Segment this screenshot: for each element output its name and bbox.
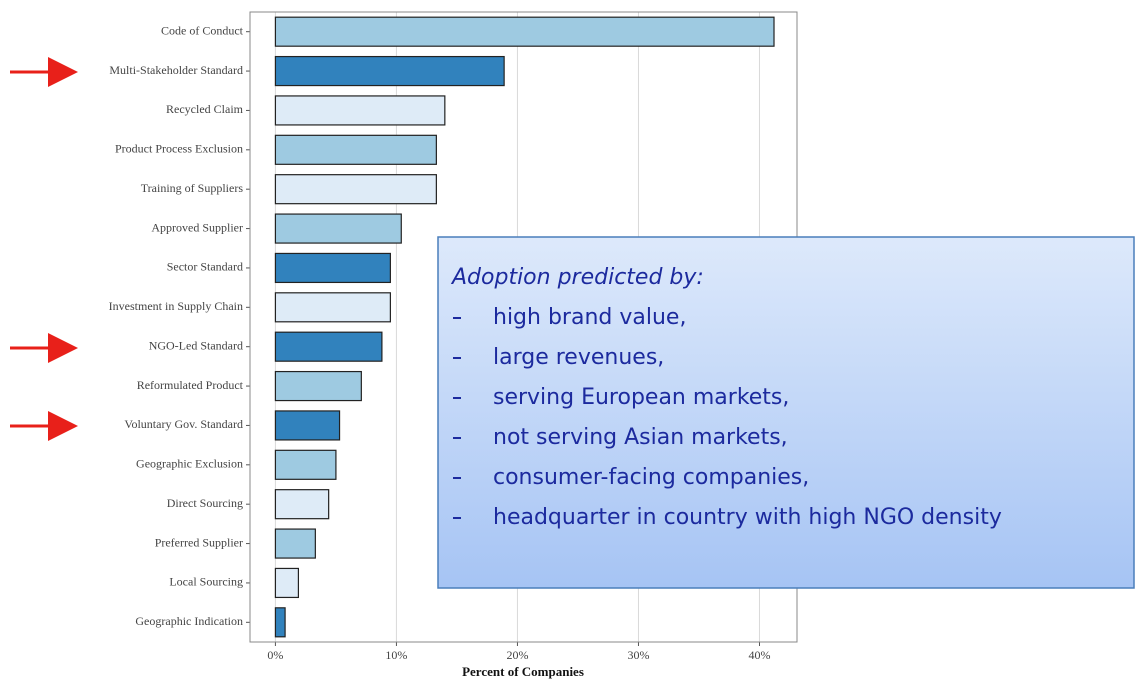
- bar: [274, 252, 391, 284]
- x-tick-label: 0%: [267, 648, 283, 662]
- bar: [274, 174, 437, 205]
- bar: [274, 370, 362, 402]
- y-tick-label: Training of Suppliers: [141, 181, 244, 195]
- y-tick-label: Multi-Stakeholder Standard: [109, 63, 243, 77]
- y-tick-label: Local Sourcing: [169, 575, 243, 589]
- annotation-item: not serving Asian markets,: [493, 425, 788, 450]
- annotation-item: headquarter in country with high NGO den…: [493, 505, 1002, 530]
- bar: [274, 134, 437, 165]
- bar: [274, 567, 300, 599]
- x-tick-label: 40%: [748, 648, 770, 662]
- y-tick-label: Product Process Exclusion: [115, 142, 243, 156]
- annotation-item: consumer-facing companies,: [493, 465, 809, 490]
- bar: [274, 331, 383, 362]
- x-axis-label: Percent of Companies: [462, 664, 584, 679]
- y-tick-label: Preferred Supplier: [155, 535, 243, 549]
- bar: [274, 16, 775, 47]
- y-tick-label: Code of Conduct: [161, 23, 244, 37]
- bar: [274, 607, 286, 638]
- y-tick-label: Geographic Exclusion: [136, 457, 243, 471]
- annotation-background: [437, 236, 1135, 589]
- y-tick-label: NGO-Led Standard: [149, 338, 243, 352]
- x-tick-label: 20%: [506, 648, 528, 662]
- bar: [274, 95, 446, 126]
- annotation-item: serving European markets,: [493, 385, 789, 410]
- bar: [274, 528, 316, 559]
- bar: [274, 410, 341, 441]
- y-tick-label: Direct Sourcing: [167, 496, 243, 510]
- y-tick-label: Geographic Indication: [135, 614, 243, 628]
- y-tick-label: Voluntary Gov. Standard: [124, 417, 243, 431]
- bar: [274, 213, 402, 244]
- x-tick-label: 10%: [385, 648, 407, 662]
- y-tick-label: Approved Supplier: [151, 220, 243, 234]
- y-tick-label: Investment in Supply Chain: [109, 299, 243, 313]
- y-tick-label: Recycled Claim: [166, 102, 244, 116]
- bar: [274, 489, 330, 520]
- annotation-item: high brand value,: [493, 305, 686, 330]
- y-tick-label: Reformulated Product: [137, 378, 244, 392]
- annotation-title: Adoption predicted by:: [450, 265, 704, 290]
- bar: [274, 55, 505, 87]
- plot-area: 0% 10% 20% 30% 40% Code of Conduct Multi-Stake…: [109, 11, 798, 662]
- bar: [274, 292, 391, 323]
- annotation-item: large revenues,: [493, 345, 664, 370]
- y-tick-label: Sector Standard: [167, 260, 243, 274]
- bar: [274, 449, 337, 480]
- annotation-box: Adoption predicted by: high brand value,…: [437, 236, 1135, 589]
- x-tick-label: 30%: [627, 648, 649, 662]
